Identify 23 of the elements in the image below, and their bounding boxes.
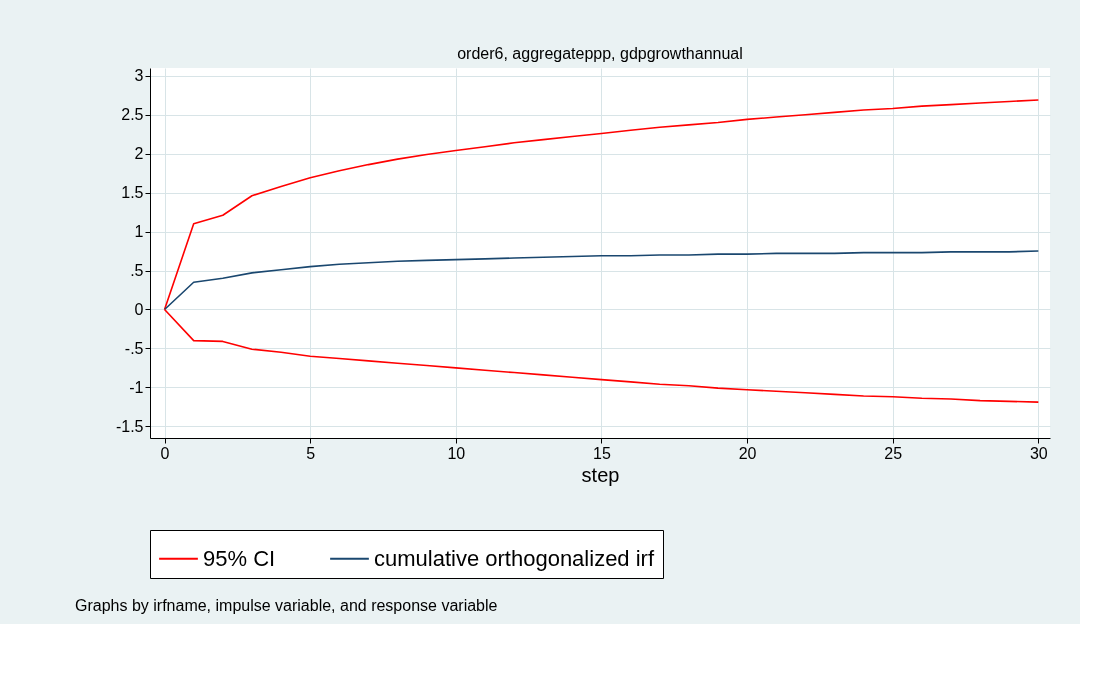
y-tick-label: 1.5 [121,184,144,202]
x-tick-label: 10 [447,444,466,462]
y-tick-label: 0 [134,300,144,318]
y-tick-label: -.5 [124,339,144,357]
x-axis-title: step [581,463,620,486]
x-tick-label: 5 [306,444,316,462]
x-tick-label: 30 [1029,444,1048,462]
x-tick-label: 25 [884,444,903,462]
y-tick-label: 2.5 [121,106,144,124]
y-tick-label: .5 [130,262,144,280]
y-tick-label: -1 [129,378,144,396]
x-tick-label: 20 [738,444,757,462]
x-tick-label: 15 [593,444,611,462]
x-tick-label: 0 [160,444,170,462]
y-tick-label: 3 [134,67,144,85]
text: Graphs by irfname, impulse variable, and response variable [75,597,498,614]
y-tick-label: 2 [134,145,144,163]
legend-label: 95% CI [203,545,276,571]
y-tick-label: -1.5 [115,417,144,435]
chart-title: order6, aggregateppp, gdpgrowthannual [457,44,743,62]
legend-label: cumulative orthogonalized irf [374,545,655,571]
y-tick-label: 1 [134,223,144,241]
line-series [163,250,1040,311]
